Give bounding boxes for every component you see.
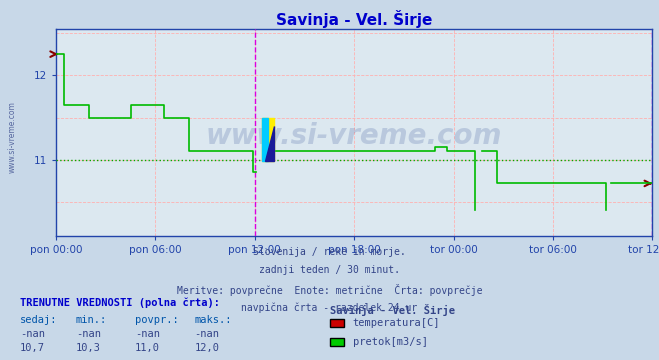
Text: navpična črta - razdelek 24 ur: navpična črta - razdelek 24 ur: [241, 303, 418, 313]
Text: temperatura[C]: temperatura[C]: [353, 318, 440, 328]
Text: 10,3: 10,3: [76, 343, 101, 353]
Bar: [262, 117, 274, 161]
Text: min.:: min.:: [76, 315, 107, 325]
Bar: [262, 117, 268, 161]
Text: maks.:: maks.:: [194, 315, 232, 325]
Text: -nan: -nan: [20, 329, 45, 339]
Text: Meritve: povprečne  Enote: metrične  Črta: povprečje: Meritve: povprečne Enote: metrične Črta:…: [177, 284, 482, 296]
Polygon shape: [265, 126, 274, 161]
Text: zadnji teden / 30 minut.: zadnji teden / 30 minut.: [259, 265, 400, 275]
Text: 10,7: 10,7: [20, 343, 45, 353]
Text: www.si-vreme.com: www.si-vreme.com: [8, 101, 17, 173]
Text: 12,0: 12,0: [194, 343, 219, 353]
Text: povpr.:: povpr.:: [135, 315, 179, 325]
Text: Slovenija / reke in morje.: Slovenija / reke in morje.: [253, 247, 406, 257]
Text: sedaj:: sedaj:: [20, 315, 57, 325]
Title: Savinja - Vel. Širje: Savinja - Vel. Širje: [276, 10, 432, 28]
Text: Savinja - Vel. Širje: Savinja - Vel. Širje: [330, 304, 455, 316]
Text: -nan: -nan: [135, 329, 160, 339]
Text: -nan: -nan: [76, 329, 101, 339]
Text: TRENUTNE VREDNOSTI (polna črta):: TRENUTNE VREDNOSTI (polna črta):: [20, 297, 219, 307]
Text: www.si-vreme.com: www.si-vreme.com: [206, 122, 502, 150]
Text: 11,0: 11,0: [135, 343, 160, 353]
Text: -nan: -nan: [194, 329, 219, 339]
Text: pretok[m3/s]: pretok[m3/s]: [353, 337, 428, 347]
